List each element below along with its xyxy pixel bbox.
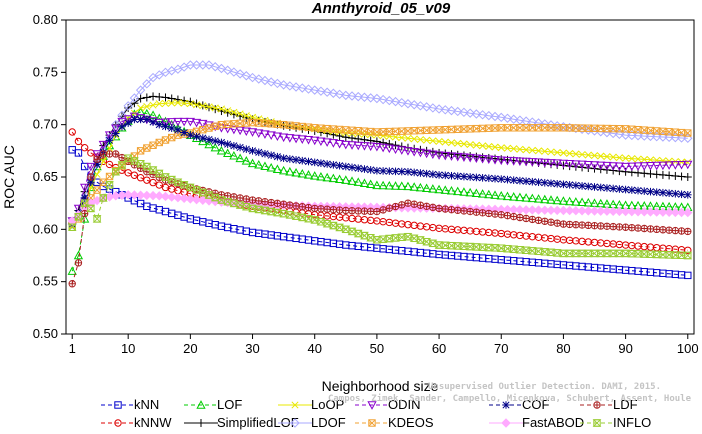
series-markers — [68, 150, 692, 288]
legend-item-ldf: LDF — [580, 397, 638, 412]
watermark-line-1: Unsupervised Outlier Detection. DAMI, 20… — [428, 381, 661, 392]
chart-title: Annthyroid_05_v09 — [311, 0, 451, 17]
legend-item-inflo: INFLO — [580, 415, 651, 430]
x-tick-label: 90 — [618, 341, 632, 356]
x-tick-label: 10 — [121, 341, 135, 356]
series-lof — [67, 107, 693, 275]
legend-label: kNN — [134, 397, 159, 412]
y-tick-label: 0.55 — [33, 274, 58, 289]
x-tick-label: 100 — [677, 341, 699, 356]
x-tick-label: 50 — [370, 341, 384, 356]
legend-label: SimplifiedLOF — [217, 415, 299, 430]
legend-item-kdeos: KDEOS — [355, 415, 434, 430]
legend-item-simplifiedlof: SimplifiedLOF — [184, 415, 299, 430]
legend-item-cof: COF — [489, 397, 550, 412]
series-markers — [68, 146, 692, 280]
x-tick-label: 40 — [307, 341, 321, 356]
y-axis: 0.50 0.55 0.60 0.65 0.70 0.75 0.80 — [33, 12, 66, 341]
series-odin — [67, 112, 693, 226]
legend-label: LDOF — [311, 415, 346, 430]
series-line — [71, 115, 688, 222]
y-tick-label: 0.75 — [33, 64, 58, 79]
legend-marker — [368, 419, 376, 427]
y-tick-label: 0.60 — [33, 221, 58, 236]
legend-marker — [196, 400, 206, 409]
x-tick-label: 70 — [494, 341, 508, 356]
x-axis: 1 10 20 30 40 50 60 70 80 90 100 — [69, 334, 699, 356]
series-layer — [67, 60, 693, 288]
legend-marker — [501, 418, 511, 428]
legend-label: LOF — [217, 397, 242, 412]
legend-label: ODIN — [388, 397, 421, 412]
series-line — [71, 131, 688, 251]
legend-label: FastABOD — [522, 415, 584, 430]
series-kdeos — [68, 118, 692, 228]
legend-label: LDF — [613, 397, 638, 412]
series-cof — [68, 115, 692, 228]
series-markers — [68, 115, 692, 228]
legend-item-knn: kNN — [101, 397, 159, 412]
legend-marker — [114, 419, 122, 427]
legend-marker — [593, 401, 601, 409]
x-tick-label: 30 — [245, 341, 259, 356]
series-markers — [67, 154, 693, 260]
legend-item-loop: LoOP — [278, 397, 344, 412]
y-tick-label: 0.80 — [33, 12, 58, 27]
legend-item-knnw: kNNW — [101, 415, 172, 430]
watermark-line-2: Campos, Zimek, Sander, Campello, Micenko… — [328, 393, 692, 404]
legend-item-fastabod: FastABOD — [489, 415, 584, 430]
y-tick-label: 0.50 — [33, 326, 58, 341]
legend-item-lof: LOF — [184, 397, 242, 412]
series-knn — [68, 146, 692, 280]
x-tick-label: 1 — [69, 341, 76, 356]
legend-marker — [592, 419, 602, 427]
y-tick-label: 0.70 — [33, 117, 58, 132]
legend-marker — [502, 401, 510, 409]
series-markers — [67, 107, 693, 275]
series-markers — [67, 112, 693, 226]
series-inflo — [67, 154, 693, 260]
legend-item-odin: ODIN — [355, 397, 421, 412]
legend: kNN kNNW LOF SimplifiedLOF LoOP LDOF ODIN KDEOS… — [101, 397, 651, 430]
legend-marker — [114, 401, 122, 409]
x-tick-label: 80 — [556, 341, 570, 356]
y-axis-title: ROC AUC — [1, 145, 17, 209]
series-line — [71, 95, 688, 224]
legend-label: INFLO — [613, 415, 651, 430]
series-markers — [68, 118, 692, 228]
series-line — [71, 111, 688, 272]
legend-marker — [290, 418, 300, 428]
legend-label: LoOP — [311, 397, 344, 412]
legend-marker — [197, 419, 205, 427]
legend-item-ldof: LDOF — [278, 415, 346, 430]
legend-marker — [367, 401, 377, 410]
legend-label: COF — [522, 397, 550, 412]
legend-label: KDEOS — [388, 415, 434, 430]
x-axis-title: Neighborhood size — [322, 378, 439, 394]
legend-label: kNNW — [134, 415, 172, 430]
y-tick-label: 0.65 — [33, 169, 58, 184]
legend-marker — [291, 401, 299, 409]
x-tick-label: 60 — [432, 341, 446, 356]
x-tick-label: 20 — [183, 341, 197, 356]
